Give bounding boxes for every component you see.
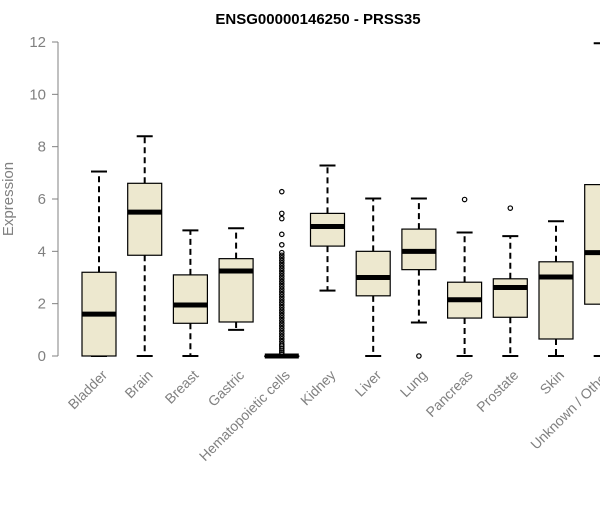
box-prostate — [492, 205, 528, 357]
box-pancreas — [447, 196, 483, 357]
outlier-point — [278, 188, 285, 195]
x-tick-label: Lung — [397, 367, 430, 400]
outlier-point — [461, 196, 468, 203]
outlier-point — [278, 291, 285, 298]
outlier-point — [278, 241, 285, 248]
outlier-point — [278, 270, 285, 277]
y-tick-label: 12 — [29, 34, 46, 51]
x-tick-label: Bladder — [65, 367, 111, 413]
outlier-point — [278, 294, 285, 300]
outlier-point — [278, 260, 285, 266]
outlier-point — [278, 317, 285, 324]
outlier-point — [278, 276, 285, 282]
outlier-point — [278, 252, 285, 259]
x-tick-label: Hematopoietic cells — [196, 367, 293, 464]
outlier-point — [278, 351, 285, 357]
outlier-point — [278, 286, 285, 293]
y-axis: 0 2 4 6 8 10 12 — [29, 34, 59, 365]
box-kidney — [309, 164, 346, 292]
outlier-point — [278, 210, 285, 217]
x-tick-label: Breast — [162, 367, 202, 407]
outlier-point — [278, 255, 285, 261]
outlier-point — [278, 268, 285, 274]
outlier-point — [278, 283, 285, 290]
outlier-point — [416, 353, 422, 359]
outlier-point — [278, 262, 285, 269]
y-tick-label: 2 — [38, 296, 46, 313]
outlier-point — [278, 281, 285, 287]
box-lung — [401, 197, 437, 359]
outlier-point — [278, 257, 285, 264]
outlier-point — [278, 341, 285, 348]
box-series — [81, 42, 600, 359]
x-tick-label: Liver — [352, 367, 385, 400]
iqr-box — [172, 274, 208, 324]
y-tick-label: 4 — [38, 243, 46, 260]
outlier-point — [278, 296, 285, 303]
x-tick-label: Gastric — [205, 367, 248, 410]
outlier-point — [278, 310, 285, 316]
box-bladder — [81, 170, 117, 357]
iqr-box — [355, 250, 391, 297]
y-axis-label: Expression — [0, 162, 17, 236]
box-brain — [127, 135, 163, 357]
box-unknown-other — [584, 42, 600, 357]
iqr-box — [538, 261, 574, 340]
chart-title: ENSG00000146250 - PRSS35 — [215, 11, 420, 28]
outlier-point — [278, 304, 285, 311]
outlier-point — [278, 315, 285, 321]
outlier-point — [278, 333, 285, 340]
outlier-point — [278, 278, 285, 285]
outlier-point — [278, 231, 285, 238]
y-tick-label: 8 — [38, 139, 46, 156]
box-breast — [172, 229, 208, 357]
outlier-point — [278, 320, 285, 327]
x-tick-label: Prostate — [473, 367, 521, 415]
iqr-box — [309, 212, 346, 247]
box-hematopoietic-cells — [264, 188, 300, 359]
outlier-point — [507, 205, 514, 211]
outlier-point — [278, 273, 285, 279]
outlier-point — [278, 289, 285, 295]
outlier-point — [278, 299, 285, 306]
box-liver — [355, 197, 391, 357]
iqr-box — [127, 182, 163, 256]
outlier-point — [278, 330, 285, 337]
outlier-point — [278, 215, 285, 222]
x-tick-label: Pancreas — [423, 367, 476, 420]
outlier-point — [278, 265, 285, 272]
box-skin — [538, 220, 574, 357]
outlier-point — [278, 325, 285, 332]
outlier-point — [278, 307, 285, 314]
x-tick-label: Kidney — [297, 367, 339, 409]
y-tick-label: 6 — [38, 191, 46, 208]
outlier-point — [278, 328, 285, 334]
x-tick-label: Brain — [121, 367, 155, 401]
outlier-point — [278, 312, 285, 319]
outlier-point — [278, 336, 285, 342]
outlier-point — [278, 249, 285, 256]
iqr-box — [492, 278, 528, 318]
y-tick-label: 10 — [29, 86, 46, 103]
box-gastric — [218, 227, 254, 331]
iqr-box — [584, 184, 600, 305]
x-tick-label: Skin — [537, 367, 568, 398]
outlier-point — [278, 323, 285, 329]
y-tick-label: 0 — [38, 348, 46, 365]
outlier-point — [278, 302, 285, 308]
outlier-point — [278, 338, 285, 345]
iqr-box — [218, 258, 254, 323]
